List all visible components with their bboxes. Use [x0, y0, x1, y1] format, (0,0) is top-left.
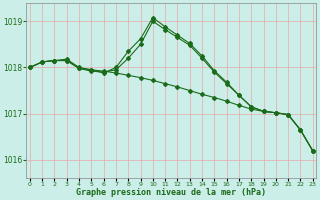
- X-axis label: Graphe pression niveau de la mer (hPa): Graphe pression niveau de la mer (hPa): [76, 188, 266, 197]
